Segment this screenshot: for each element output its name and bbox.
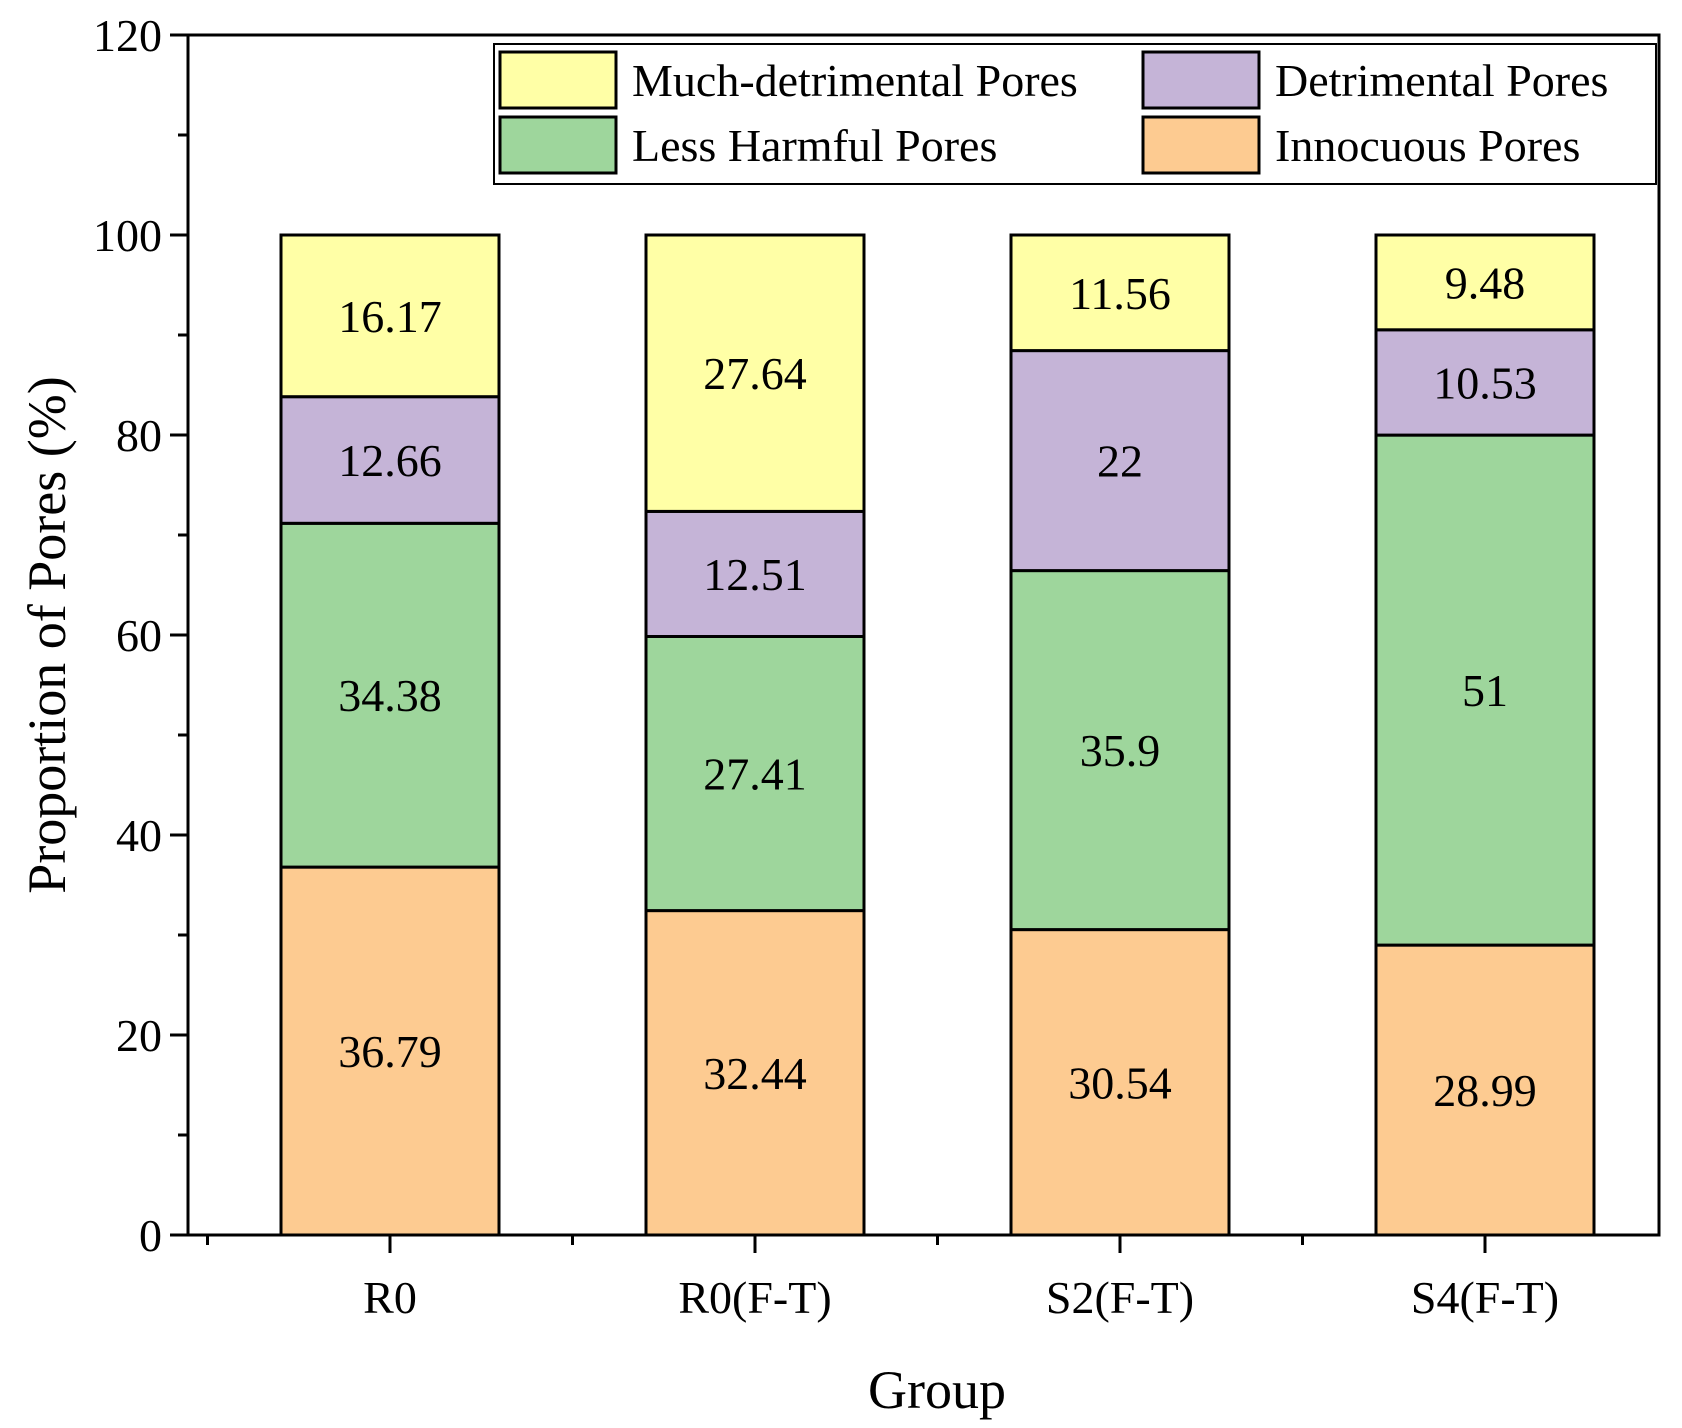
data-label-s2-f-t-detrimental-pores: 22 [1097, 436, 1143, 487]
bar-segment-s4-f-t-detrimental-pores [1374, 328, 1596, 437]
bar-segment-s2-f-t-detrimental-pores [1009, 349, 1231, 573]
bar-segment-r0-f-t-less-harmful-pores [644, 635, 866, 913]
bars-layer [279, 233, 1596, 1237]
data-label-s2-f-t-innocuous-pores: 30.54 [1068, 1057, 1172, 1108]
legend-swatch-detrimental-pores [1141, 50, 1261, 110]
y-tick-label-120: 120 [93, 10, 162, 61]
data-label-s4-f-t-detrimental-pores: 10.53 [1433, 357, 1537, 408]
bar-segment-r0-f-t-detrimental-pores [644, 509, 866, 638]
y-tick-label-100: 100 [93, 210, 162, 261]
legend-swatch-less-harmful-pores [498, 115, 618, 175]
y-tick-label-40: 40 [116, 810, 162, 861]
bar-segment-r0-less-harmful-pores [279, 521, 501, 869]
data-label-r0-f-t-innocuous-pores: 32.44 [703, 1048, 807, 1099]
y-tick-label-80: 80 [116, 410, 162, 461]
data-label-r0-f-t-detrimental-pores: 12.51 [703, 549, 807, 600]
legend-label-detrimental-pores: Detrimental Pores [1275, 55, 1608, 106]
bar-segment-r0-much-detrimental-pores [279, 233, 501, 399]
x-axis: R0 R0(F-T) S2(F-T) S4(F-T) [206, 1235, 1559, 1323]
bar-segment-s4-f-t-much-detrimental-pores [1374, 233, 1596, 332]
x-tick-label-r0-f-t: R0(F-T) [678, 1272, 831, 1323]
bar-segment-s4-f-t-innocuous-pores [1374, 943, 1596, 1237]
legend-label-much-detrimental-pores: Much-detrimental Pores [632, 55, 1078, 106]
data-label-r0-less-harmful-pores: 34.38 [338, 670, 442, 721]
data-label-r0-f-t-less-harmful-pores: 27.41 [703, 749, 807, 800]
y-tick-label-60: 60 [116, 610, 162, 661]
data-label-s2-f-t-less-harmful-pores: 35.9 [1080, 725, 1161, 776]
bar-labels-layer: 36.79 34.38 12.66 16.17 32.44 27.41 12.51 27.64… [338, 257, 1537, 1116]
y-axis-title: Proportion of Pores (%) [17, 376, 77, 893]
y-tick-label-0: 0 [139, 1210, 162, 1261]
bar-segment-s2-f-t-less-harmful-pores [1009, 569, 1231, 932]
legend-swatch-innocuous-pores [1141, 115, 1261, 175]
legend-label-less-harmful-pores: Less Harmful Pores [632, 120, 997, 171]
bar-segment-r0-f-t-much-detrimental-pores [644, 233, 866, 513]
data-label-s4-f-t-innocuous-pores: 28.99 [1433, 1065, 1537, 1116]
data-label-s4-f-t-much-detrimental-pores: 9.48 [1445, 257, 1526, 308]
data-label-r0-much-detrimental-pores: 16.17 [338, 291, 442, 342]
data-label-s4-f-t-less-harmful-pores: 51 [1462, 665, 1508, 716]
y-tick-label-20: 20 [116, 1010, 162, 1061]
legend-box [493, 43, 1657, 185]
legend-label-innocuous-pores: Innocuous Pores [1275, 120, 1580, 171]
data-label-r0-innocuous-pores: 36.79 [338, 1026, 442, 1077]
x-axis-title: Group [868, 1360, 1006, 1420]
data-label-r0-f-t-much-detrimental-pores: 27.64 [703, 348, 807, 399]
x-tick-label-s4-f-t: S4(F-T) [1411, 1272, 1559, 1323]
legend: Much-detrimental Pores Detrimental Pores L… [493, 43, 1657, 185]
data-label-s2-f-t-much-detrimental-pores: 11.56 [1069, 268, 1171, 319]
x-tick-label-r0: R0 [363, 1272, 417, 1323]
legend-swatch-much-detrimental-pores [498, 50, 618, 110]
bar-segment-r0-f-t-innocuous-pores [644, 909, 866, 1237]
x-tick-label-s2-f-t: S2(F-T) [1046, 1272, 1194, 1323]
y-axis: 0 20 40 60 80 100 120 [93, 10, 188, 1261]
bar-segment-s2-f-t-much-detrimental-pores [1009, 233, 1231, 353]
data-label-r0-detrimental-pores: 12.66 [338, 435, 442, 486]
bar-segment-r0-innocuous-pores [279, 865, 501, 1237]
